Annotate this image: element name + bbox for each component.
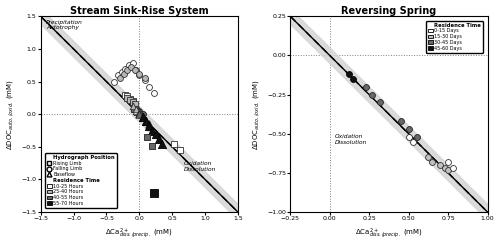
- Point: [362, 85, 370, 89]
- Point: [143, 135, 151, 139]
- Point: [176, 148, 184, 152]
- Point: [145, 85, 153, 89]
- Legend: Hydrograph Position, Rising Limb, Falling Limb, Baseflow, Residence Time, 10-25 : Hydrograph Position, Rising Limb, Fallin…: [45, 153, 117, 208]
- Point: [121, 93, 129, 97]
- Point: [344, 72, 352, 76]
- Point: [136, 112, 143, 116]
- Point: [404, 127, 412, 131]
- Y-axis label: $\Delta$DOC$_{auto./oxid.}$ (mM): $\Delta$DOC$_{auto./oxid.}$ (mM): [6, 79, 16, 150]
- Point: [132, 110, 140, 114]
- Text: Oxidation
Dissolution: Oxidation Dissolution: [184, 161, 216, 172]
- Point: [129, 104, 137, 108]
- Point: [148, 129, 156, 133]
- Point: [128, 65, 136, 69]
- Point: [110, 80, 118, 83]
- Point: [140, 76, 148, 80]
- Point: [140, 78, 148, 82]
- Point: [436, 163, 444, 167]
- Point: [397, 119, 405, 123]
- Y-axis label: $\Delta$DOC$_{auto./oxid.}$ (mM): $\Delta$DOC$_{auto./oxid.}$ (mM): [251, 79, 262, 150]
- Point: [136, 72, 143, 76]
- Point: [138, 116, 146, 120]
- Point: [114, 73, 122, 77]
- Point: [130, 107, 138, 111]
- Point: [368, 93, 376, 97]
- Point: [126, 98, 134, 102]
- Point: [441, 166, 449, 170]
- Point: [350, 77, 358, 81]
- Point: [136, 109, 143, 113]
- X-axis label: $\Delta$Ca$^{2+}_{diss./precip.}$ (mM): $\Delta$Ca$^{2+}_{diss./precip.}$ (mM): [106, 227, 173, 242]
- Point: [428, 160, 436, 164]
- Legend: Residence Time, 0-15 Days, 15-30 Days, 30-45 Days, 45-60 Days: Residence Time, 0-15 Days, 15-30 Days, 3…: [426, 21, 483, 53]
- Point: [155, 137, 163, 141]
- Point: [142, 119, 150, 123]
- Point: [424, 155, 432, 159]
- Title: Reversing Spring: Reversing Spring: [342, 5, 436, 16]
- Point: [129, 99, 137, 103]
- Point: [129, 61, 137, 65]
- Point: [404, 135, 412, 139]
- Point: [138, 112, 146, 116]
- Point: [132, 103, 140, 106]
- Point: [118, 70, 126, 74]
- Point: [444, 168, 452, 172]
- Point: [376, 101, 384, 104]
- Point: [116, 76, 124, 80]
- Point: [136, 112, 143, 116]
- Point: [132, 68, 140, 72]
- Point: [136, 112, 143, 116]
- Point: [150, 91, 158, 95]
- Point: [136, 110, 143, 114]
- Point: [142, 119, 150, 123]
- Point: [449, 166, 457, 170]
- Point: [126, 97, 134, 101]
- Point: [150, 191, 158, 195]
- Title: Stream Sink-Rise System: Stream Sink-Rise System: [70, 5, 208, 16]
- Point: [120, 72, 128, 76]
- Point: [170, 142, 177, 145]
- Point: [145, 122, 153, 126]
- Point: [124, 94, 132, 98]
- Point: [136, 73, 143, 77]
- Point: [132, 107, 140, 111]
- Point: [125, 63, 133, 67]
- Point: [148, 144, 156, 147]
- Point: [124, 96, 132, 100]
- Point: [444, 160, 452, 164]
- Point: [158, 142, 166, 145]
- Point: [129, 101, 137, 104]
- X-axis label: $\Delta$Ca$^{2+}_{diss./precip.}$ (mM): $\Delta$Ca$^{2+}_{diss./precip.}$ (mM): [355, 227, 423, 242]
- Point: [124, 68, 132, 72]
- Text: Precipitation
Autotrophy: Precipitation Autotrophy: [46, 20, 83, 30]
- Point: [132, 109, 140, 113]
- Point: [410, 140, 418, 144]
- Point: [145, 124, 153, 128]
- Point: [412, 135, 420, 139]
- Point: [136, 112, 143, 116]
- Point: [132, 68, 140, 72]
- Point: [129, 103, 137, 106]
- Point: [132, 106, 140, 110]
- Text: Oxidation
Dissolution: Oxidation Dissolution: [334, 134, 367, 144]
- Point: [121, 67, 129, 71]
- Point: [138, 116, 146, 120]
- Point: [152, 132, 160, 136]
